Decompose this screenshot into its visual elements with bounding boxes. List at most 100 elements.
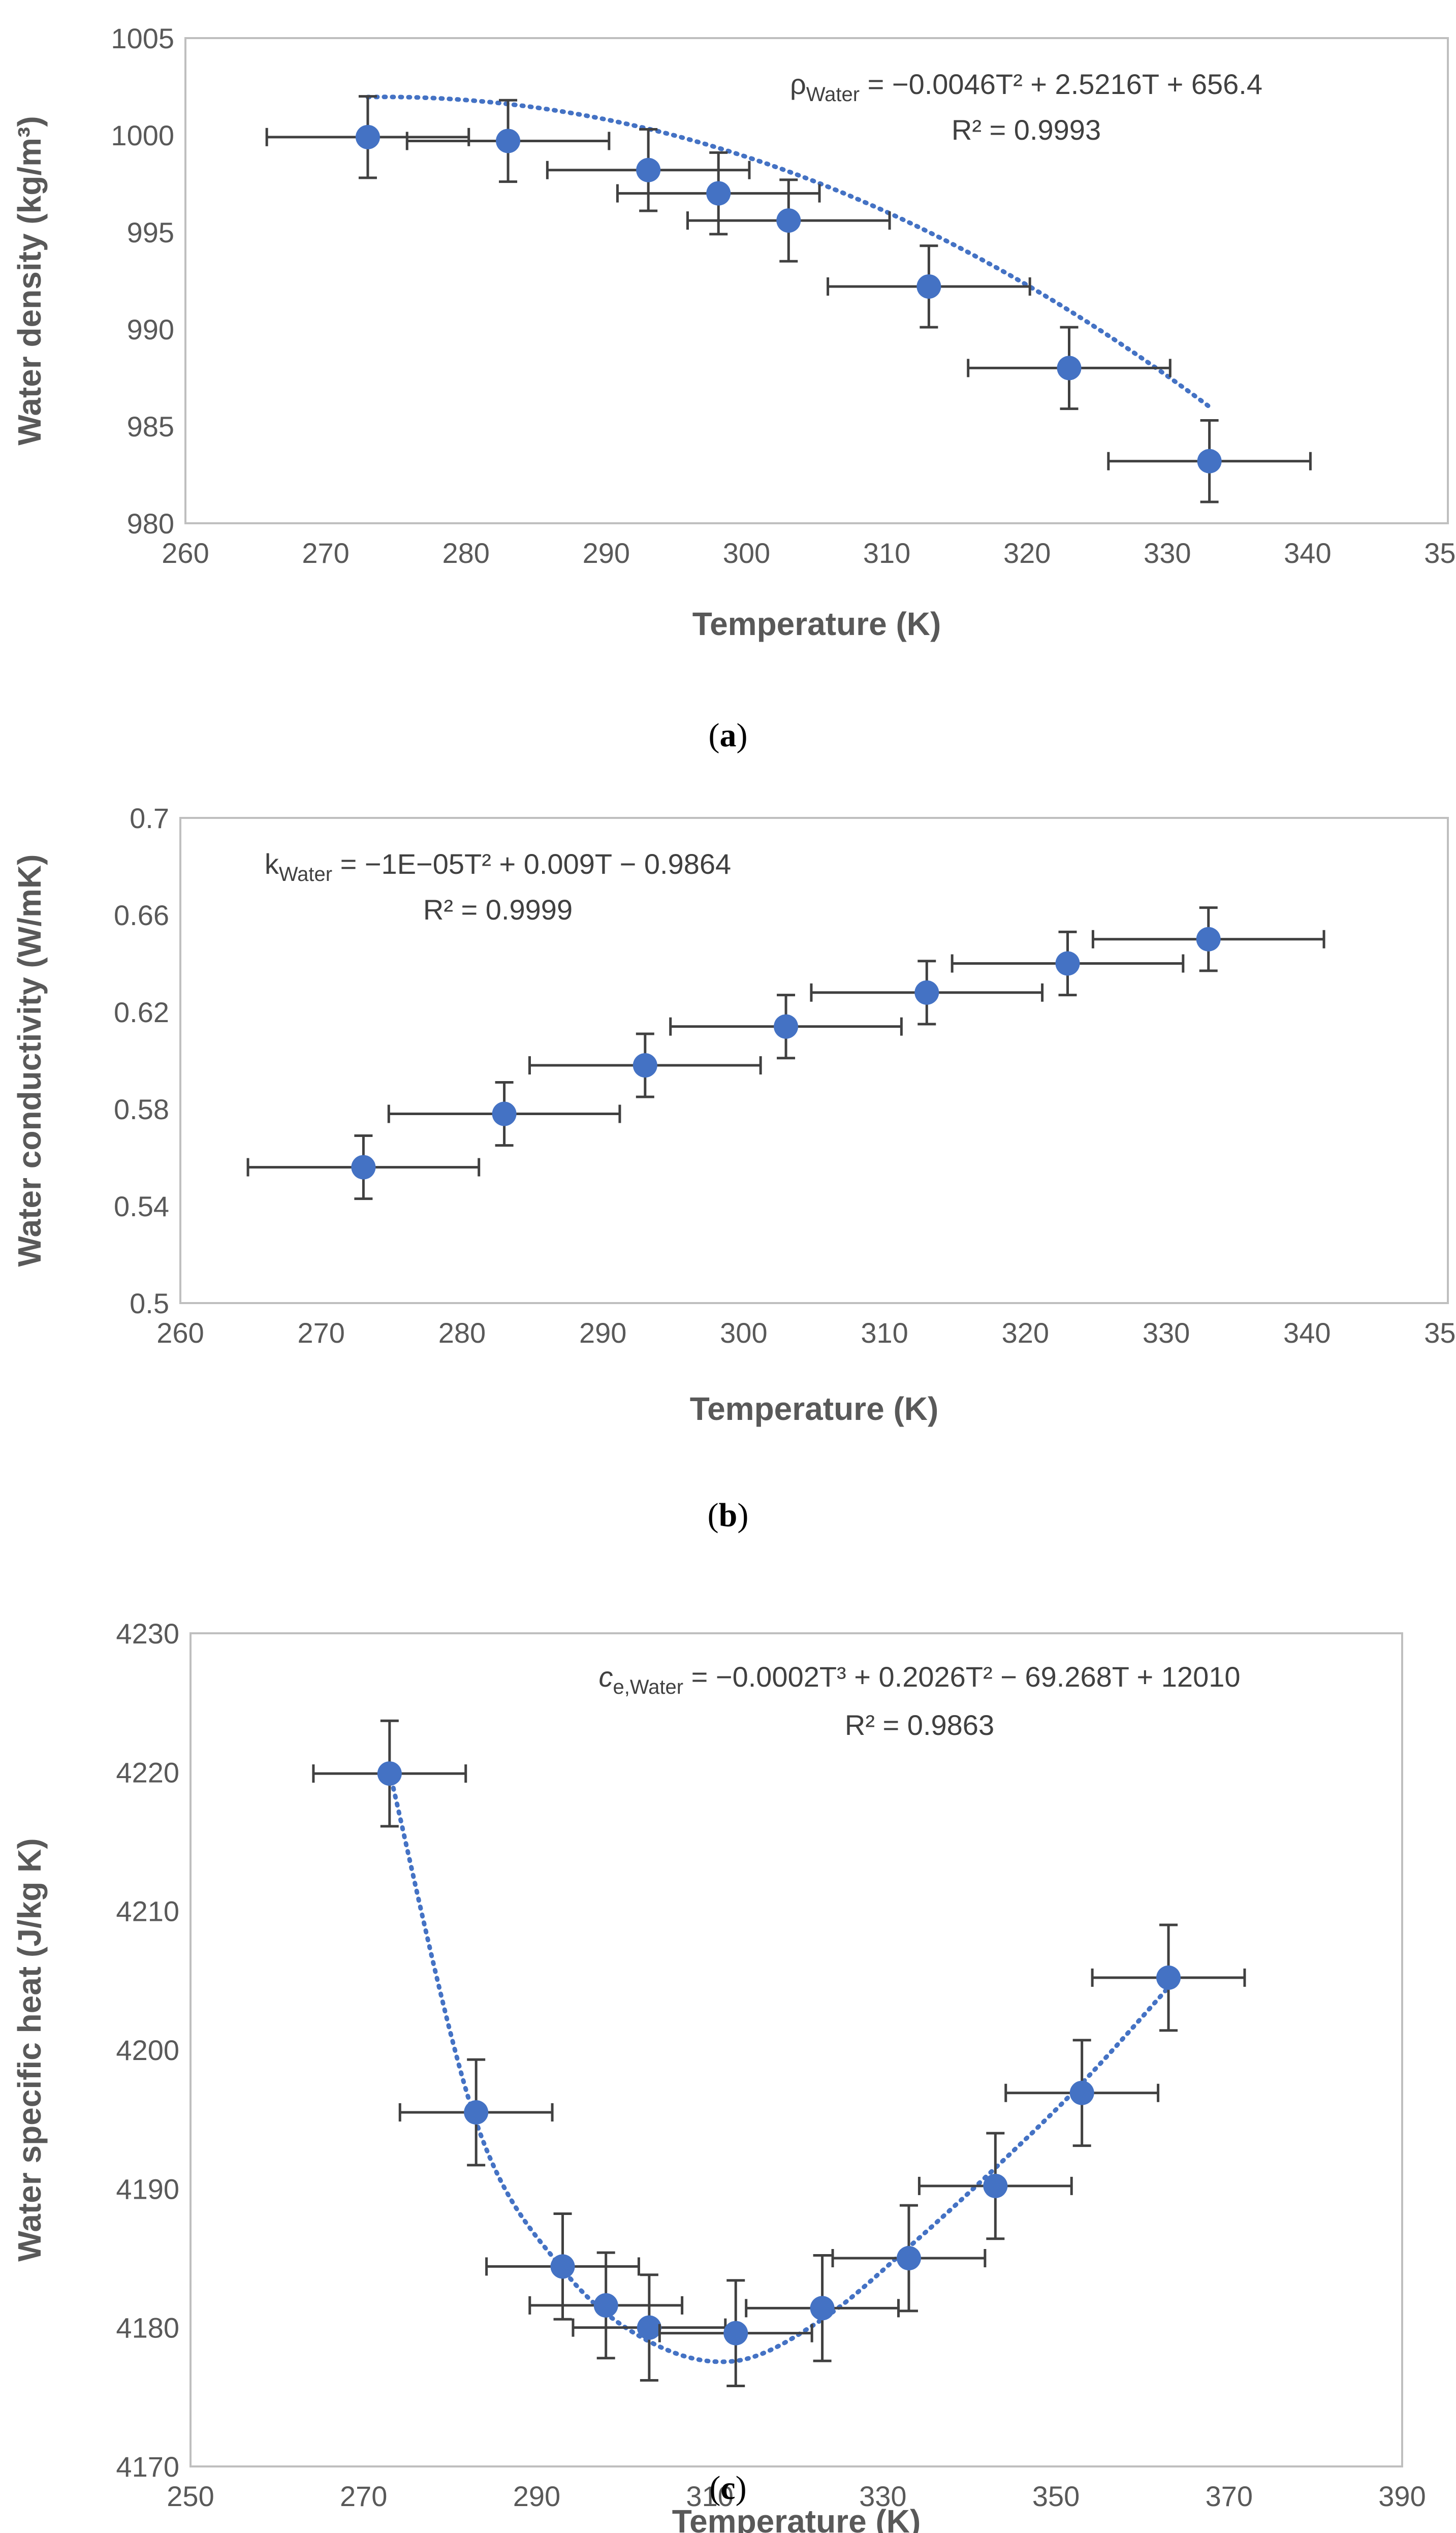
chart-a: 260 270 280 290 300 310 320 330 340 350 980 985 990 9…	[11, 22, 1456, 642]
trend-equation: ce,Water = −0.0002T³ + 0.2026T² − 69.268…	[598, 1661, 1240, 1698]
x-tick-label: 290	[513, 2480, 560, 2512]
data-marker	[632, 1053, 657, 1078]
plot-area	[189, 1632, 1403, 2467]
y-axis-title: Water specific heat (J/kg K)	[11, 1838, 48, 2261]
data-point	[658, 2279, 813, 2387]
data-marker	[593, 2293, 618, 2318]
y-tick-label: 995	[127, 216, 174, 248]
chart-c: 250 270 290 310 330 350 370 390 4170 4180 4190 4200…	[11, 1618, 1426, 2533]
data-point	[616, 151, 821, 236]
x-tick-label: 330	[859, 2480, 906, 2512]
data-point	[745, 2254, 900, 2362]
y-tick-label: 0.54	[114, 1190, 169, 1222]
x-tick-label: 290	[583, 537, 630, 569]
data-marker	[496, 129, 521, 153]
data-marker	[636, 157, 661, 182]
data-marker	[983, 2173, 1008, 2198]
data-point	[669, 994, 903, 1060]
data-point	[951, 930, 1185, 997]
y-tick-label: 4230	[116, 1618, 179, 1650]
data-point	[917, 2132, 1073, 2240]
data-point	[831, 2204, 987, 2313]
x-tick-label: 260	[162, 537, 209, 569]
data-marker	[464, 2100, 489, 2125]
x-tick-label: 290	[579, 1317, 626, 1349]
data-point	[827, 244, 1031, 329]
equation-lead: ρ	[790, 68, 806, 100]
x-tick-label: 280	[438, 1317, 486, 1349]
equation-lead: k	[265, 848, 279, 880]
x-axis-title: Temperature (K)	[692, 606, 941, 642]
y-tick-label: 985	[127, 410, 174, 442]
trend-equation: ρWater = −0.0046T² + 2.5216T + 656.4	[790, 68, 1262, 106]
x-tick-label: 390	[1378, 2480, 1426, 2512]
data-marker	[550, 2254, 575, 2279]
x-tick-label: 250	[167, 2480, 214, 2512]
data-marker	[810, 2296, 835, 2321]
data-marker	[723, 2321, 748, 2346]
data-point	[528, 2251, 684, 2360]
caption-letter-a: a	[719, 717, 737, 754]
data-point	[546, 128, 751, 212]
data-marker	[351, 1155, 376, 1180]
data-marker	[492, 1101, 517, 1126]
data-point	[810, 960, 1044, 1026]
data-point	[528, 1032, 762, 1098]
x-tick-label: 350	[1424, 1317, 1456, 1349]
data-point	[312, 1719, 467, 1828]
data-marker	[706, 181, 731, 206]
chart-b: 260 270 280 290 300 310 320 330 340 350 0.5 0.54 0.5…	[11, 802, 1456, 1427]
x-tick-label: 310	[861, 1317, 908, 1349]
data-marker	[377, 1761, 402, 1786]
x-tick-label: 350	[1032, 2480, 1080, 2512]
x-tick-label: 340	[1284, 537, 1331, 569]
x-tick-label: 260	[156, 1317, 204, 1349]
x-tick-label: 270	[340, 2480, 387, 2512]
y-tick-label: 0.58	[114, 1093, 169, 1125]
data-point	[1091, 1923, 1246, 2032]
x-tick-label: 300	[720, 1317, 767, 1349]
caption-c: (c)	[709, 2469, 747, 2507]
x-axis-title: Temperature (K)	[672, 2503, 921, 2533]
data-marker	[1197, 449, 1222, 473]
data-marker	[637, 2315, 661, 2340]
x-tick-label: 330	[1143, 1317, 1190, 1349]
y-tick-label: 1005	[111, 22, 174, 54]
x-tick-label: 340	[1283, 1317, 1331, 1349]
data-point	[265, 95, 470, 179]
r-squared: R² = 0.9999	[423, 894, 573, 926]
x-tick-label: 280	[442, 537, 490, 569]
x-tick-label: 270	[302, 537, 349, 569]
caption-a: (a)	[708, 717, 748, 754]
r-squared: R² = 0.9863	[845, 1709, 994, 1741]
y-tick-label: 4170	[116, 2451, 179, 2483]
data-point	[405, 99, 611, 183]
x-tick-label: 310	[863, 537, 910, 569]
data-marker	[355, 124, 380, 149]
data-marker	[896, 2246, 921, 2270]
equation-terms: = −0.0046T² + 2.5216T + 656.4	[860, 68, 1262, 100]
x-tick-label: 270	[298, 1317, 345, 1349]
equation-subscript: e,Water	[613, 1676, 683, 1698]
x-tick-label: 330	[1144, 537, 1191, 569]
data-point	[572, 2273, 727, 2382]
r-squared: R² = 0.9993	[952, 114, 1101, 146]
plot-area	[179, 817, 1449, 1304]
data-point	[246, 1134, 481, 1200]
data-marker	[1055, 951, 1080, 976]
caption-b: (b)	[707, 1497, 749, 1534]
data-point	[967, 326, 1172, 410]
data-point	[387, 1081, 621, 1147]
caption-letter-c: c	[720, 2469, 736, 2507]
data-point	[1107, 419, 1312, 503]
data-point	[1091, 906, 1325, 972]
data-marker	[776, 208, 801, 233]
data-marker	[916, 274, 941, 299]
data-point	[485, 2212, 640, 2321]
y-tick-label: 980	[127, 508, 174, 540]
equation-terms: = −0.0002T³ + 0.2026T² − 69.268T + 12010	[683, 1661, 1240, 1693]
data-marker	[1196, 927, 1221, 952]
chart-panel-b: 260 270 280 290 300 310 320 330 340 350 0.5 0.54 0.5…	[0, 762, 1456, 1555]
equation-subscript: Water	[806, 83, 860, 106]
x-tick-label: 320	[1003, 537, 1051, 569]
